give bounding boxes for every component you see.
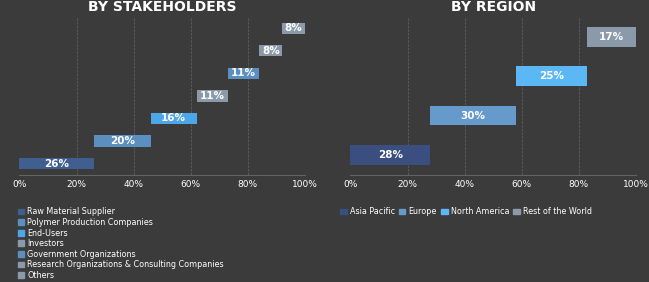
Bar — [350, 145, 430, 165]
Text: 16%: 16% — [161, 113, 186, 124]
Bar — [19, 158, 93, 169]
Bar — [516, 66, 587, 86]
Text: 8%: 8% — [262, 46, 280, 56]
Text: 26%: 26% — [44, 158, 69, 169]
Bar — [430, 106, 516, 125]
Text: 11%: 11% — [231, 68, 256, 78]
Title: BY REGION: BY REGION — [450, 0, 536, 14]
Legend: Raw Material Supplier, Polymer Production Companies, End-Users, Investors, Gover: Raw Material Supplier, Polymer Productio… — [18, 207, 224, 280]
Text: 11%: 11% — [200, 91, 225, 101]
Text: 8%: 8% — [285, 23, 302, 33]
Bar — [587, 27, 636, 47]
Bar — [93, 135, 151, 147]
Text: 25%: 25% — [539, 71, 564, 81]
Title: BY STAKEHOLDERS: BY STAKEHOLDERS — [88, 0, 236, 14]
Bar — [228, 68, 260, 79]
Bar — [151, 113, 197, 124]
Text: 17%: 17% — [599, 32, 624, 42]
Text: 20%: 20% — [110, 136, 135, 146]
Legend: Asia Pacific, Europe, North America, Rest of the World: Asia Pacific, Europe, North America, Res… — [340, 207, 592, 216]
Text: 28%: 28% — [378, 150, 403, 160]
Bar — [197, 90, 228, 102]
Text: 30%: 30% — [461, 111, 485, 121]
Bar — [260, 45, 282, 56]
Bar — [282, 23, 305, 34]
